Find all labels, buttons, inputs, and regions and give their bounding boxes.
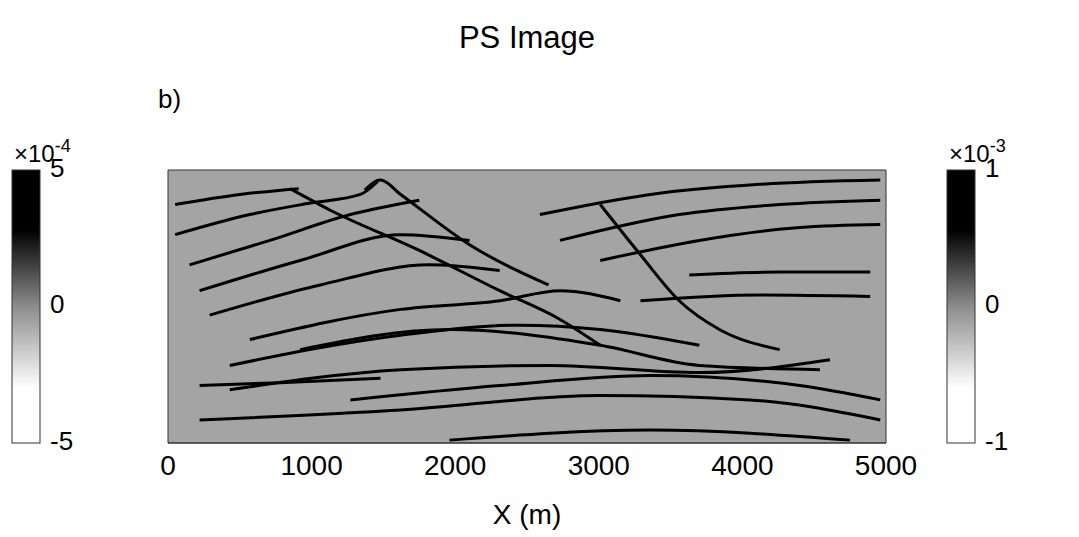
svg-text:-1: -1 [985, 426, 1008, 456]
svg-text:b): b) [158, 84, 181, 114]
svg-text:0: 0 [160, 450, 176, 481]
svg-text:5000: 5000 [855, 450, 917, 481]
svg-text:X (m): X (m) [493, 499, 561, 530]
svg-text:2000: 2000 [424, 450, 486, 481]
svg-text:0: 0 [50, 289, 64, 319]
svg-text:×10-3: ×10-3 [949, 136, 1006, 167]
svg-text:1: 1 [985, 153, 999, 183]
svg-text:5: 5 [50, 153, 64, 183]
svg-text:3000: 3000 [568, 450, 630, 481]
svg-text:×10-4: ×10-4 [14, 136, 71, 167]
svg-text:PS Image: PS Image [459, 20, 595, 55]
svg-text:1000: 1000 [280, 450, 342, 481]
svg-text:0: 0 [985, 289, 999, 319]
svg-text:-5: -5 [50, 426, 73, 456]
svg-text:4000: 4000 [711, 450, 773, 481]
